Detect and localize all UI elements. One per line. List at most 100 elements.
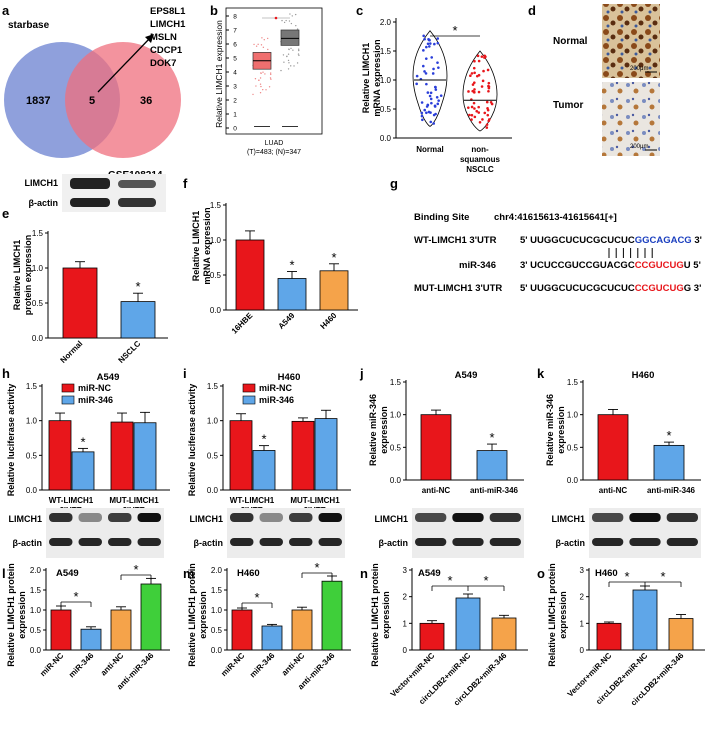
data-point bbox=[485, 123, 489, 126]
y-axis-label: Relative luciferase activity bbox=[187, 384, 197, 497]
data-point bbox=[288, 20, 291, 22]
chart-title: A549 bbox=[56, 568, 79, 579]
legend-swatch-mir-nc bbox=[242, 383, 256, 393]
blot-band bbox=[629, 513, 661, 522]
chart-title: H460 bbox=[632, 370, 655, 381]
data-point bbox=[296, 28, 299, 30]
data-point bbox=[437, 66, 440, 69]
venn-gene: MSLN bbox=[150, 32, 177, 43]
venn-right-count: 36 bbox=[140, 95, 152, 107]
panel-c-ylabel: Relative LIMCH1 bbox=[361, 43, 371, 114]
data-point bbox=[289, 13, 291, 15]
legend-swatch-mir-346 bbox=[242, 395, 256, 405]
y-tick-label: 0 bbox=[233, 126, 237, 133]
y-tick-label: 1.0 bbox=[567, 411, 579, 420]
wt-seq-site: GGCAGACG bbox=[635, 235, 692, 246]
panel-e-ylabel-2: protein expression bbox=[23, 235, 33, 316]
bar bbox=[420, 414, 452, 481]
y-axis-label: expression bbox=[381, 591, 391, 639]
data-point bbox=[291, 15, 293, 17]
mut-seq-site: CCGUCUG bbox=[635, 283, 684, 294]
chart-title: A549 bbox=[455, 370, 478, 381]
venn-left-label: starbase bbox=[8, 20, 50, 31]
blot-label-limch1: LIMCH1 bbox=[190, 514, 224, 524]
x-group-label: MUT-LIMCH1 bbox=[109, 496, 159, 505]
panel-b-xlabel-counts: (T)=483; (N)=347 bbox=[247, 149, 301, 156]
legend-label-mir-nc: miR-NC bbox=[259, 383, 292, 393]
bar bbox=[110, 609, 132, 651]
data-point bbox=[262, 88, 264, 91]
data-point bbox=[258, 79, 260, 81]
panel-c-cat-nsclc: NSCLC bbox=[466, 165, 494, 174]
data-point bbox=[468, 113, 471, 117]
data-point bbox=[265, 89, 267, 91]
chart-title: H460 bbox=[595, 568, 618, 579]
wt-label: WT-LIMCH1 3'UTR bbox=[414, 235, 497, 246]
data-point bbox=[297, 53, 300, 55]
ihc-normal-image bbox=[602, 4, 660, 78]
blot-band bbox=[118, 180, 156, 188]
bar bbox=[277, 278, 307, 311]
y-tick-label: 2.0 bbox=[211, 566, 223, 575]
data-point bbox=[262, 71, 264, 73]
data-point bbox=[480, 85, 484, 88]
panel-letter-j: j bbox=[359, 366, 364, 381]
y-axis-label: Relative LIMCH1 protein bbox=[187, 563, 197, 667]
blot-band bbox=[489, 513, 521, 522]
significance-star: * bbox=[133, 562, 138, 577]
mir-label: miR-346 bbox=[459, 260, 496, 271]
panel-letter-a: a bbox=[2, 3, 10, 18]
data-point bbox=[473, 59, 476, 63]
bar bbox=[120, 301, 156, 339]
y-axis-label: Relative miR-346 bbox=[545, 394, 555, 466]
data-point bbox=[473, 107, 476, 110]
blot-band bbox=[108, 538, 132, 546]
data-point bbox=[269, 77, 272, 79]
venn-gene: CDCP1 bbox=[150, 45, 183, 56]
data-point bbox=[487, 81, 491, 85]
data-point bbox=[288, 62, 290, 64]
data-point bbox=[422, 34, 425, 38]
x-category-label: miR-346 bbox=[248, 651, 277, 680]
data-point bbox=[432, 122, 436, 125]
data-point bbox=[425, 105, 429, 108]
legend-swatch-mir-nc bbox=[61, 383, 75, 393]
data-point bbox=[269, 72, 272, 74]
data-point bbox=[481, 118, 484, 121]
y-tick-label: 0.5 bbox=[390, 443, 402, 452]
y-tick-label: 1.5 bbox=[30, 586, 42, 595]
x-category-label: anti-NC bbox=[99, 651, 126, 678]
x-category-label: anti-NC bbox=[599, 486, 628, 495]
significance-dot bbox=[274, 16, 278, 20]
legend-swatch-mir-346 bbox=[61, 395, 75, 405]
venn-gene: DOK7 bbox=[150, 58, 176, 69]
x-category-label: Normal bbox=[59, 339, 85, 365]
scale-label-normal: 200μm bbox=[630, 66, 648, 72]
panel-m-chart: LIMCH1 β-actin 0.0 0.5 1.0 1.5 2.0 H460 Relative… bbox=[187, 508, 351, 691]
bar bbox=[668, 618, 694, 651]
data-point bbox=[486, 107, 489, 110]
panel-f-bars: 0.0 0.5 1.0 1.5 16HBE A549 H460 * * bbox=[210, 201, 358, 336]
data-point bbox=[428, 45, 431, 48]
x-category-label: H460 bbox=[319, 311, 339, 331]
y-tick-label: 1.5 bbox=[567, 378, 579, 387]
y-tick-label: 1.0 bbox=[207, 417, 219, 426]
data-point bbox=[429, 42, 432, 45]
panel-b-ylabel: Relative LIMCH1 expression bbox=[214, 20, 224, 128]
data-point bbox=[427, 110, 431, 114]
panel-letter-c: c bbox=[356, 3, 363, 18]
blot-band bbox=[415, 513, 447, 522]
y-tick-label: 1.5 bbox=[390, 378, 402, 387]
bar bbox=[596, 622, 622, 651]
data-point bbox=[487, 119, 491, 123]
y-tick-label: 0.5 bbox=[207, 451, 219, 460]
panel-j-chart: 0.0 0.5 1.0 1.5 A549 Relative miR-346 expressi… bbox=[368, 370, 524, 495]
data-point bbox=[436, 37, 440, 40]
data-point bbox=[433, 104, 437, 108]
panel-c-violin: 0.0 0.5 1.0 1.5 2.0 Relative LIMCH1 mRNA exp… bbox=[361, 18, 512, 174]
blot-band bbox=[592, 513, 624, 522]
data-point bbox=[434, 88, 438, 91]
data-point bbox=[257, 43, 259, 46]
data-point bbox=[254, 78, 257, 80]
